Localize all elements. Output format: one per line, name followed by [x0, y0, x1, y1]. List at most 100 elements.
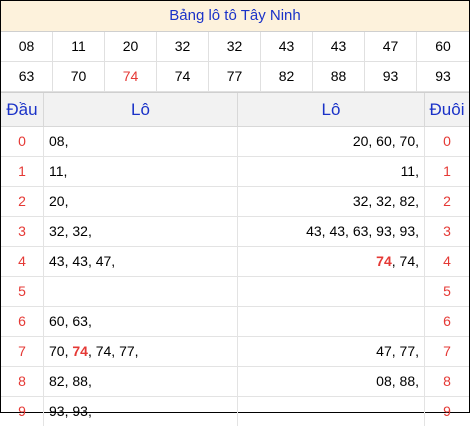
lo-row: 8 82, 88, 08, 88, 8 — [1, 367, 469, 397]
header-lo-left: Lô — [43, 93, 237, 126]
lo-number: 47 — [376, 343, 392, 359]
lo-right-list — [237, 397, 424, 426]
result-number: 47 — [365, 32, 417, 62]
result-number: 74 — [157, 62, 209, 92]
lo-number: 93 — [399, 223, 416, 239]
lo-left-list: 20, — [43, 187, 237, 216]
table-title: Bảng lô tô Tây Ninh — [1, 1, 469, 32]
lo-row: 0 08, 20, 60, 70, 0 — [1, 127, 469, 157]
duoi-digit: 0 — [424, 127, 469, 156]
result-number: 08 — [1, 32, 53, 62]
lo-number: 82 — [49, 373, 65, 389]
lo-number: 47 — [95, 253, 112, 269]
dau-digit: 0 — [18, 133, 26, 149]
dau-digit: 5 — [18, 283, 26, 299]
lo-number: 43 — [329, 223, 346, 239]
dau-digit: 2 — [18, 193, 26, 209]
lo-left-list: 60, 63, — [43, 307, 237, 336]
dau-digit: 4 — [18, 253, 26, 269]
lo-number: 08 — [49, 133, 65, 149]
dau-digit: 6 — [18, 313, 26, 329]
lo-left-list — [43, 277, 237, 306]
result-number: 88 — [313, 62, 365, 92]
result-number: 70 — [53, 62, 105, 92]
lo-left-list: 08, — [43, 127, 237, 156]
lo-row: 9 93, 93, 9 — [1, 397, 469, 426]
lo-number: 32 — [376, 193, 392, 209]
lo-right-list: 08, 88, — [237, 367, 424, 396]
lo-right-list — [237, 277, 424, 306]
lo-left-list: 70, 74, 74, 77, — [43, 337, 237, 366]
dau-digit: 3 — [18, 223, 26, 239]
lo-number: 77 — [119, 343, 135, 359]
duoi-digit: 8 — [424, 367, 469, 396]
result-number: 43 — [313, 32, 365, 62]
lo-number: 60 — [49, 313, 65, 329]
lo-row: 1 11, 11, 1 — [1, 157, 469, 187]
lo-row: 3 32, 32, 43, 43, 63, 93, 93, 3 — [1, 217, 469, 247]
lo-number: 43 — [49, 253, 65, 269]
lo-number: 20 — [352, 133, 369, 149]
header-dau: Đầu — [6, 100, 38, 119]
lo-number: 63 — [352, 223, 369, 239]
dau-digit: 1 — [18, 163, 26, 179]
lo-number: 11 — [400, 163, 416, 179]
result-number: 63 — [1, 62, 53, 92]
lo-right-list — [237, 307, 424, 336]
lo-number: 32 — [352, 193, 369, 209]
lo-right-list: 11, — [237, 157, 424, 186]
lo-left-list: 43, 43, 47, — [43, 247, 237, 276]
lo-number: 08 — [376, 373, 392, 389]
result-number: 93 — [365, 62, 417, 92]
lo-number: 70 — [399, 133, 416, 149]
result-number: 60 — [417, 32, 469, 62]
result-number: 82 — [261, 62, 313, 92]
lo-right-list: 47, 77, — [237, 337, 424, 366]
dau-digit: 8 — [18, 373, 26, 389]
lo-number: 32 — [72, 223, 88, 239]
lo-number: 74 — [72, 343, 88, 359]
lo-number: 88 — [72, 373, 88, 389]
lo-number: 43 — [306, 223, 322, 239]
lo-number: 74 — [376, 253, 392, 269]
lo-header-row: Đầu Lô Lô Đuôi — [1, 92, 469, 127]
lo-number: 77 — [399, 343, 416, 359]
lo-number: 32 — [49, 223, 65, 239]
header-lo-right: Lô — [237, 93, 424, 126]
duoi-digit: 5 — [424, 277, 469, 306]
duoi-digit: 4 — [424, 247, 469, 276]
lo-row: 2 20, 32, 32, 82, 2 — [1, 187, 469, 217]
result-number: 93 — [417, 62, 469, 92]
lo-number: 74 — [399, 253, 416, 269]
lo-number: 88 — [399, 373, 416, 389]
result-number: 74 — [105, 62, 157, 92]
lo-right-list: 43, 43, 63, 93, 93, — [237, 217, 424, 246]
duoi-digit: 3 — [424, 217, 469, 246]
lo-number: 70 — [49, 343, 65, 359]
result-number: 43 — [261, 32, 313, 62]
lo-row: 6 60, 63, 6 — [1, 307, 469, 337]
lo-body: 0 08, 20, 60, 70, 0 1 11, 11, 1 2 20, 32, 32,… — [1, 127, 469, 426]
lo-left-list: 82, 88, — [43, 367, 237, 396]
duoi-digit: 6 — [424, 307, 469, 336]
lo-number: 60 — [376, 133, 392, 149]
duoi-digit: 7 — [424, 337, 469, 366]
lo-left-list: 93, 93, — [43, 397, 237, 426]
duoi-digit: 1 — [424, 157, 469, 186]
lo-left-list: 11, — [43, 157, 237, 186]
header-duoi: Đuôi — [424, 93, 469, 126]
duoi-digit: 9 — [424, 397, 469, 426]
dau-digit: 9 — [18, 403, 26, 419]
lo-right-list: 74, 74, — [237, 247, 424, 276]
result-numbers-grid: 08 11 20 32 32 43 43 47 60 63 70 74 74 77 82 88 93 93 — [1, 32, 469, 92]
result-number: 32 — [157, 32, 209, 62]
lo-number: 93 — [72, 403, 88, 419]
lo-number: 82 — [399, 193, 416, 209]
result-number: 77 — [209, 62, 261, 92]
duoi-digit: 2 — [424, 187, 469, 216]
lo-number: 20 — [49, 193, 65, 209]
result-number: 20 — [105, 32, 157, 62]
lo-left-list: 32, 32, — [43, 217, 237, 246]
